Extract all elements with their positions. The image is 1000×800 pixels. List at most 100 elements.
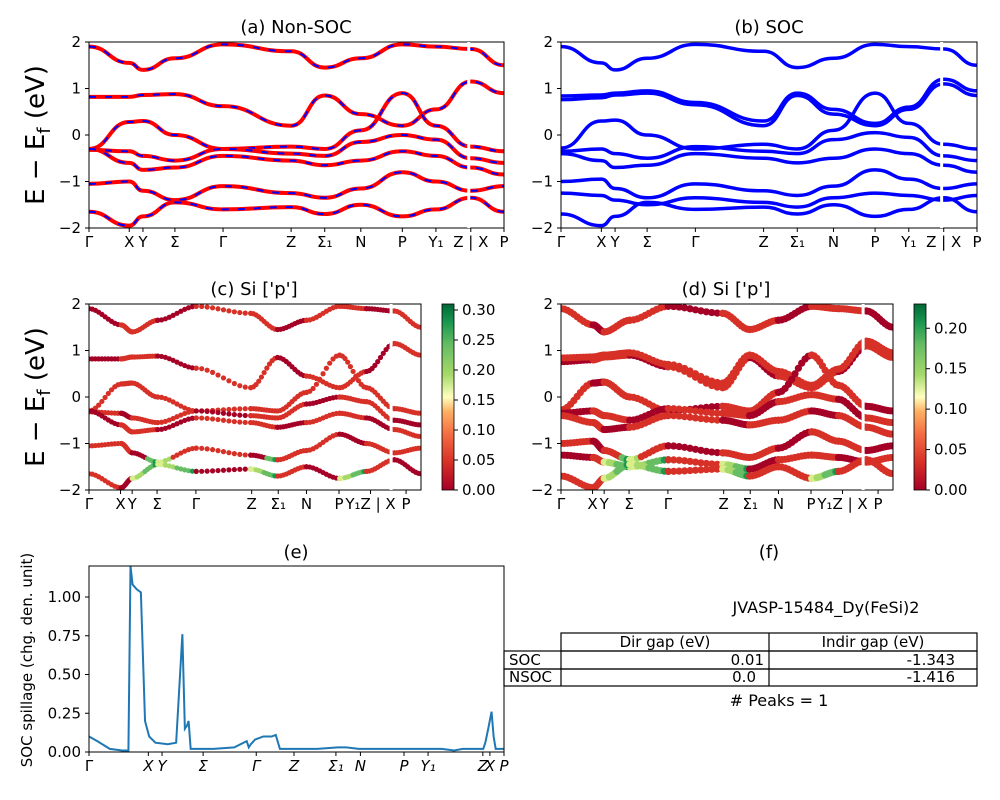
- data-point: [697, 307, 705, 315]
- band-line-dashed: [89, 171, 504, 202]
- data-point: [209, 369, 216, 375]
- x-tick-label: Z: [477, 757, 489, 775]
- data-point: [258, 374, 265, 380]
- data-point: [713, 378, 721, 387]
- data-point: [675, 442, 683, 451]
- data-point: [231, 451, 237, 457]
- colorbar-tick-label: 0.10: [462, 421, 495, 439]
- x-tick-label: P: [334, 495, 343, 513]
- panel-d-colorbar: 0.20 0.15 0.10 0.05 0.00: [913, 303, 967, 499]
- data-point: [209, 416, 216, 422]
- x-tick-label: P: [806, 495, 815, 513]
- y-tick-label: −1: [59, 435, 81, 453]
- x-tick-label: X: [124, 233, 134, 251]
- data-point: [889, 323, 893, 331]
- data-point: [226, 406, 232, 413]
- x-tick-label: P: [399, 757, 409, 775]
- data-point: [199, 366, 205, 372]
- data-point: [418, 410, 421, 416]
- data-point: [170, 312, 176, 318]
- y-tick-label: −2: [531, 219, 553, 237]
- data-point: [220, 417, 227, 423]
- x-tick-label: P: [499, 757, 509, 775]
- data-point: [320, 371, 326, 377]
- data-point: [372, 362, 378, 368]
- data-point: [182, 467, 188, 473]
- spillage-line-group: [89, 566, 504, 752]
- band-line-dashed: [89, 92, 504, 153]
- data-point: [708, 308, 716, 317]
- x-tick-label: N: [301, 495, 312, 513]
- data-point: [237, 451, 243, 457]
- band-line: [561, 191, 977, 209]
- data-point: [675, 456, 683, 464]
- data-point: [199, 304, 205, 310]
- data-point: [231, 309, 237, 315]
- data-point: [199, 445, 205, 451]
- data-point: [226, 411, 232, 417]
- table-cell: -1.343: [907, 651, 955, 669]
- y-tick-label: 1: [543, 80, 553, 98]
- data-point: [675, 304, 683, 311]
- data-point: [105, 390, 111, 397]
- data-point: [189, 445, 195, 452]
- data-point: [231, 411, 237, 418]
- axes-frame: [88, 303, 422, 491]
- x-tick-label: Z | X: [926, 233, 961, 251]
- bands: [89, 42, 504, 228]
- data-point: [675, 467, 683, 475]
- data-point: [691, 458, 700, 466]
- data-point: [664, 304, 672, 310]
- data-point: [215, 306, 221, 312]
- data-point: [708, 377, 716, 385]
- band-line: [561, 130, 977, 163]
- band-line: [89, 132, 504, 165]
- x-tick-label: P: [972, 233, 981, 251]
- data-point: [702, 375, 710, 383]
- data-point: [155, 353, 161, 359]
- data-point: [155, 394, 161, 400]
- x-tick-label: N: [355, 233, 366, 251]
- y-tick-label: −1: [531, 173, 553, 191]
- x-tick-label: Γ: [252, 757, 262, 775]
- data-point: [713, 309, 721, 317]
- data-point: [675, 412, 683, 420]
- x-tick-label: N: [773, 495, 784, 513]
- x-tick-label: Z: [719, 495, 729, 513]
- band-line: [89, 195, 504, 228]
- data-point: [220, 375, 227, 381]
- x-tick-label: P: [398, 233, 407, 251]
- band-line: [561, 91, 977, 151]
- x-tick-label: Σ: [642, 233, 651, 251]
- data-point: [166, 314, 172, 320]
- data-point: [256, 378, 262, 384]
- data-point: [193, 415, 199, 421]
- panel-f-title: (f): [759, 542, 779, 563]
- colorbar-gradient: [441, 303, 455, 491]
- panel-c-title: (c) Si ['p']: [210, 279, 297, 300]
- x-tick-label: Γ: [219, 233, 228, 251]
- data-point: [713, 409, 721, 417]
- x-tick-label: X: [142, 757, 154, 775]
- data-point: [209, 409, 216, 415]
- data-point: [708, 409, 716, 417]
- data-point: [204, 367, 210, 373]
- band-line: [89, 170, 504, 203]
- data-point: [889, 418, 893, 427]
- data-point: [664, 405, 672, 413]
- data-point: [264, 365, 270, 371]
- y-tick-label: 0.00: [48, 743, 81, 761]
- data-point: [155, 419, 161, 426]
- y-tick-label: 2: [71, 33, 81, 51]
- data-point: [158, 462, 165, 468]
- data-point: [231, 418, 237, 425]
- y-tick-label: 2: [543, 295, 553, 313]
- data-point: [697, 372, 705, 381]
- data-point: [686, 413, 694, 421]
- ylabel-top: E − Ef (eV): [21, 65, 55, 205]
- data-point: [166, 456, 172, 462]
- data-point: [680, 413, 689, 421]
- data-point: [347, 364, 354, 370]
- y-tick-label: 1: [543, 342, 553, 360]
